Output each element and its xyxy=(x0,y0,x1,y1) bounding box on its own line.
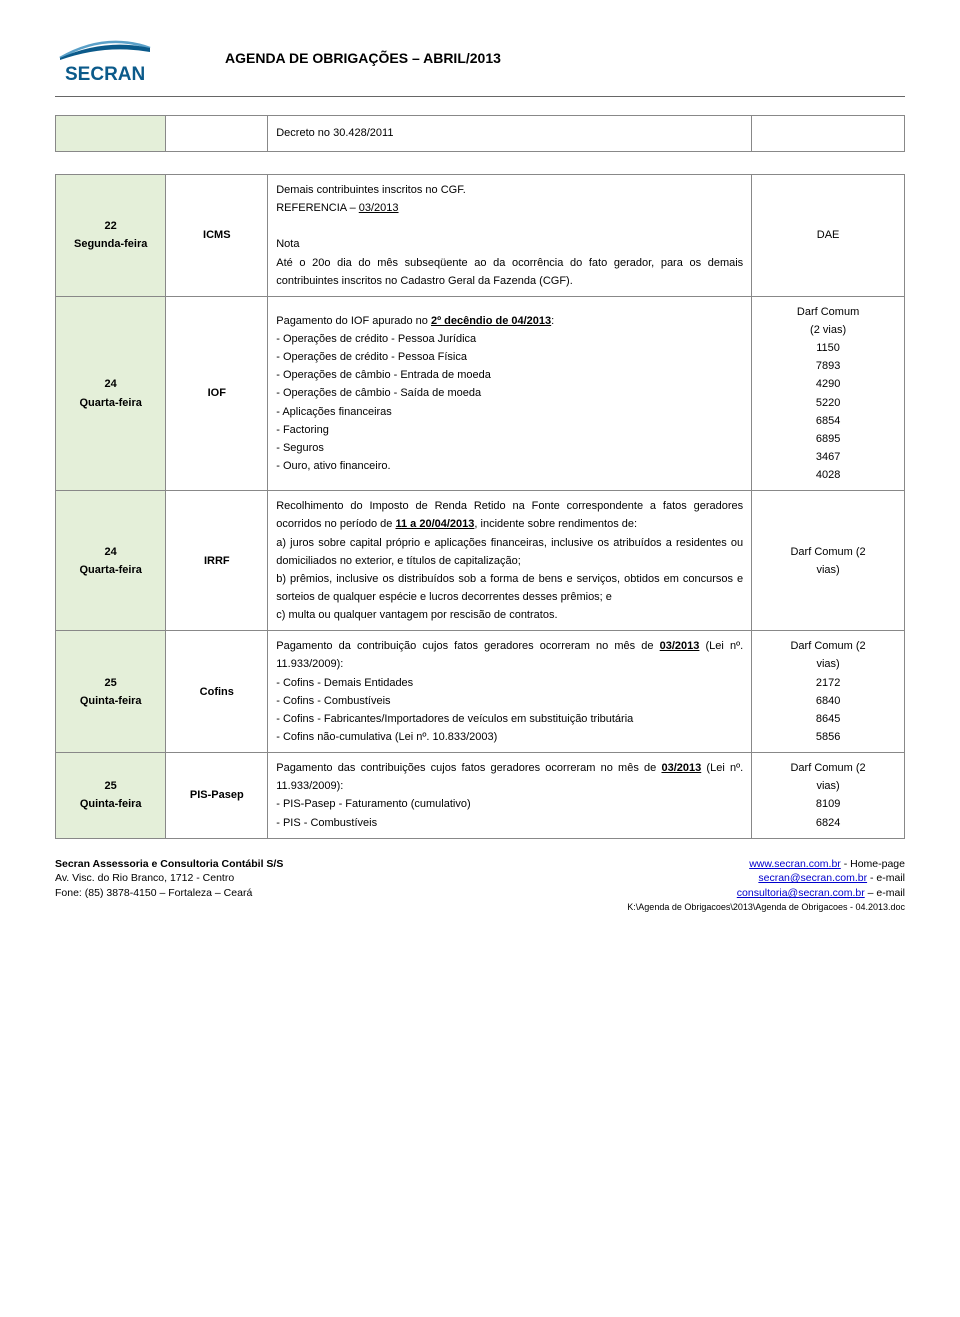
website-link[interactable]: www.secran.com.br xyxy=(749,858,841,870)
tax-cell xyxy=(166,116,268,152)
right-cell: DAE xyxy=(752,175,905,297)
company-phone: Fone: (85) 3878-4150 – Fortaleza – Ceará xyxy=(55,886,283,901)
date-cell xyxy=(56,116,166,152)
table-row: 25Quinta-feiraPIS-PasepPagamento das con… xyxy=(56,753,905,839)
table-row: 22Segunda-feiraICMSDemais contribuintes … xyxy=(56,175,905,297)
website-suffix: - Home-page xyxy=(841,858,905,870)
date-cell: 25Quinta-feira xyxy=(56,753,166,839)
right-cell: Darf Comum (2vias)2172684086455856 xyxy=(752,631,905,753)
email-link-1[interactable]: secran@secran.com.br xyxy=(758,872,867,884)
right-cell xyxy=(752,116,905,152)
header: SECRAN AGENDA DE OBRIGAÇÕES – ABRIL/2013 xyxy=(55,30,905,86)
main-table: 22Segunda-feiraICMSDemais contribuintes … xyxy=(55,174,905,839)
first-table: Decreto no 30.428/2011 xyxy=(55,115,905,152)
date-cell: 24Quarta-feira xyxy=(56,491,166,631)
company-name: Secran Assessoria e Consultoria Contábil… xyxy=(55,857,283,872)
footer: Secran Assessoria e Consultoria Contábil… xyxy=(55,857,905,914)
right-cell: Darf Comum (2vias) xyxy=(752,491,905,631)
email-suffix-1: - e-mail xyxy=(867,872,905,884)
table-row: 24Quarta-feiraIRRFRecolhimento do Impost… xyxy=(56,491,905,631)
body-cell: Pagamento do IOF apurado no 2º decêndio … xyxy=(268,296,752,490)
tax-cell: IOF xyxy=(166,296,268,490)
right-cell: Darf Comum (2vias)81096824 xyxy=(752,753,905,839)
footer-left: Secran Assessoria e Consultoria Contábil… xyxy=(55,857,283,914)
date-cell: 22Segunda-feira xyxy=(56,175,166,297)
body-cell: Recolhimento do Imposto de Renda Retido … xyxy=(268,491,752,631)
body-cell: Demais contribuintes inscritos no CGF.RE… xyxy=(268,175,752,297)
logo-text: SECRAN xyxy=(65,64,145,85)
footer-right: www.secran.com.br - Home-page secran@sec… xyxy=(627,857,905,914)
tax-cell: ICMS xyxy=(166,175,268,297)
table-row: 24Quarta-feiraIOFPagamento do IOF apurad… xyxy=(56,296,905,490)
body-cell: Decreto no 30.428/2011 xyxy=(268,116,752,152)
divider xyxy=(55,96,905,97)
date-cell: 24Quarta-feira xyxy=(56,296,166,490)
table-row: Decreto no 30.428/2011 xyxy=(56,116,905,152)
tax-cell: Cofins xyxy=(166,631,268,753)
logo: SECRAN xyxy=(55,30,175,86)
filepath: K:\Agenda de Obrigacoes\2013\Agenda de O… xyxy=(627,901,905,914)
page-title: AGENDA DE OBRIGAÇÕES – ABRIL/2013 xyxy=(225,50,501,66)
date-cell: 25Quinta-feira xyxy=(56,631,166,753)
company-address: Av. Visc. do Rio Branco, 1712 - Centro xyxy=(55,871,283,886)
right-cell: Darf Comum(2 vias)1150789342905220685468… xyxy=(752,296,905,490)
table-row: 25Quinta-feiraCofinsPagamento da contrib… xyxy=(56,631,905,753)
email-suffix-2: – e-mail xyxy=(865,887,905,899)
tax-cell: IRRF xyxy=(166,491,268,631)
tax-cell: PIS-Pasep xyxy=(166,753,268,839)
email-link-2[interactable]: consultoria@secran.com.br xyxy=(737,887,865,899)
body-cell: Pagamento da contribuição cujos fatos ge… xyxy=(268,631,752,753)
body-cell: Pagamento das contribuições cujos fatos … xyxy=(268,753,752,839)
